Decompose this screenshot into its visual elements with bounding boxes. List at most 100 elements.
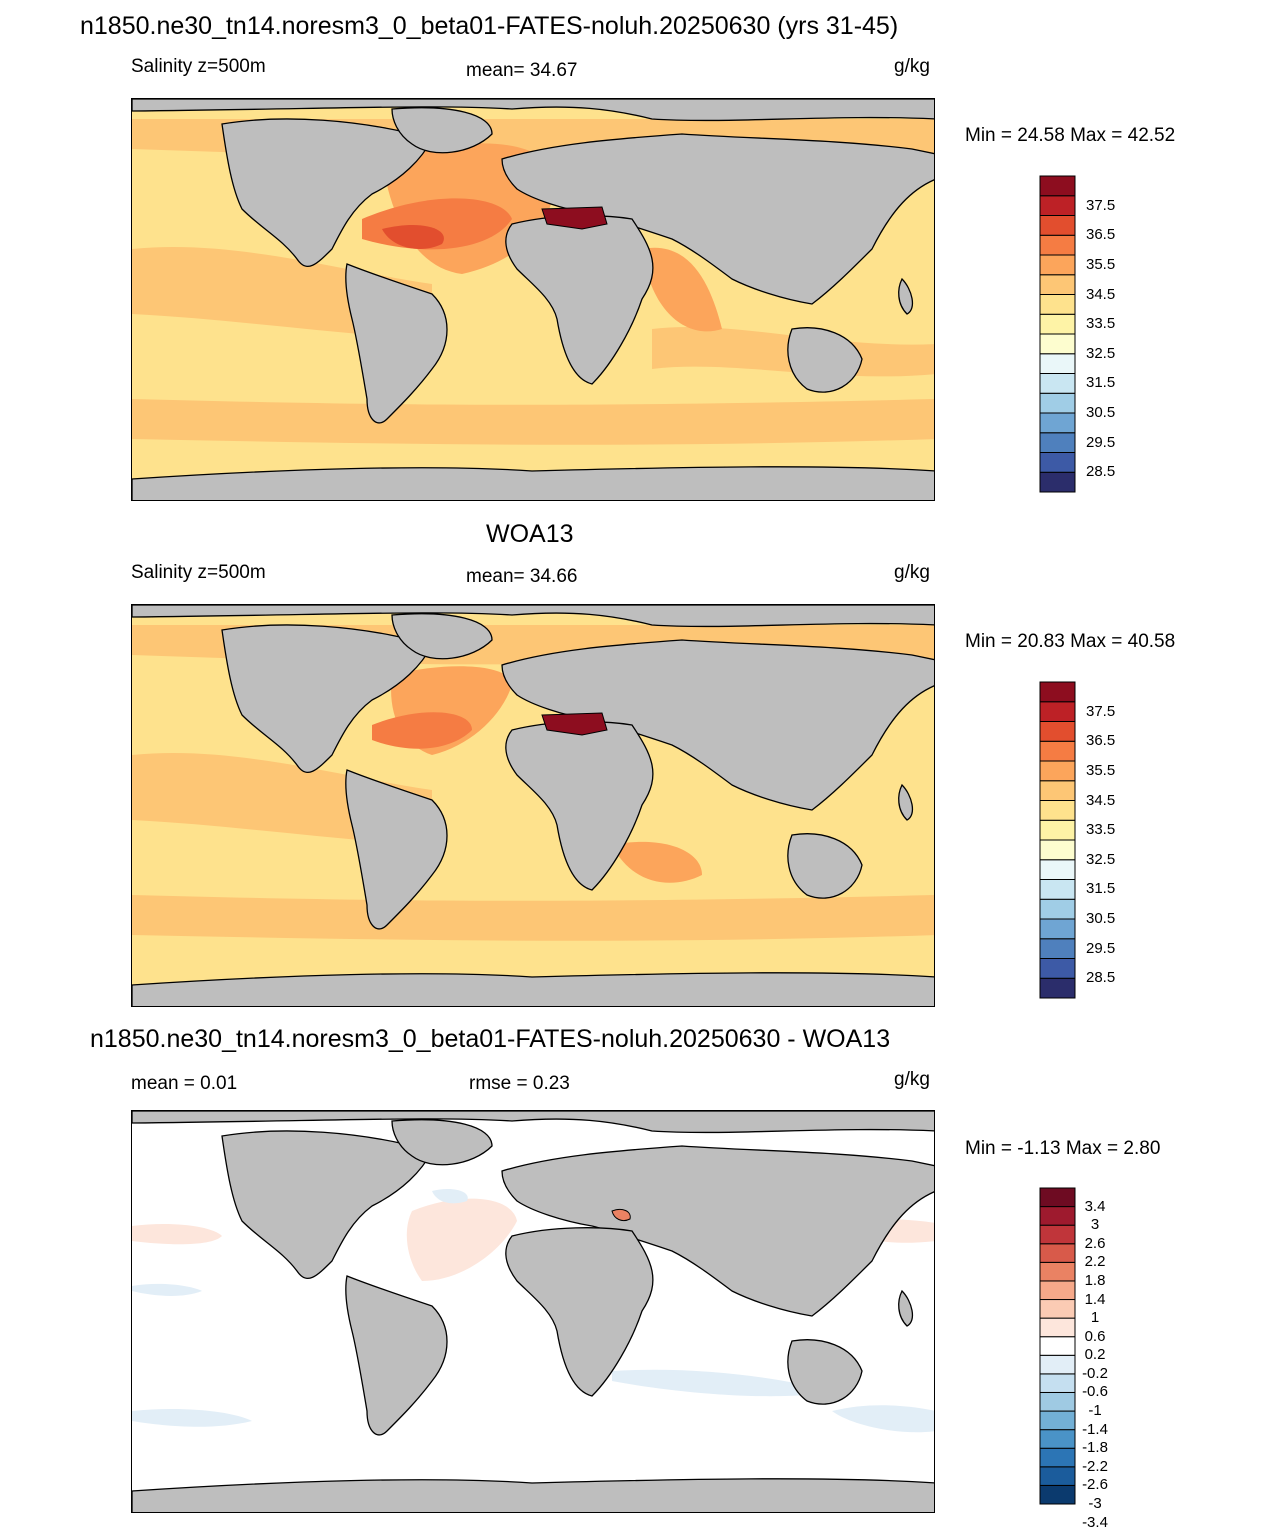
colorbar-tick-label: -2.6 — [1082, 1476, 1108, 1494]
colorbar-tick-label: -1.4 — [1082, 1420, 1108, 1438]
colorbar-box — [1039, 1261, 1076, 1282]
colorbar-tick-label: 35.5 — [1086, 255, 1116, 273]
panel-3-colorbar-svg — [1039, 1187, 1076, 1505]
colorbar-tick-label: 36.5 — [1086, 732, 1116, 750]
colorbar-tick-label: 1 — [1090, 1309, 1100, 1327]
colorbar-tick-label: 34.5 — [1086, 285, 1116, 303]
colorbar-box — [1039, 1373, 1076, 1393]
colorbar-box — [1039, 1447, 1076, 1468]
colorbar-box — [1039, 721, 1076, 742]
panel-2-minmax-label: Min = 20.83 Max = 40.58 — [965, 631, 1176, 652]
panel-2-title: WOA13 — [486, 520, 574, 548]
colorbar-box — [1039, 392, 1076, 414]
colorbar-box — [1039, 938, 1076, 959]
colorbar-tick-label: 37.5 — [1086, 196, 1116, 214]
colorbar-box — [1039, 859, 1076, 880]
colorbar-tick-label: 0.2 — [1084, 1346, 1106, 1364]
colorbar-tick-label: 29.5 — [1086, 939, 1116, 957]
colorbar-box — [1039, 1187, 1076, 1208]
panel-2-units-label: g/kg — [894, 562, 930, 583]
panel-3-minmax-label: Min = -1.13 Max = 2.80 — [965, 1138, 1161, 1159]
colorbar-tick-label: 1.8 — [1084, 1271, 1106, 1289]
colorbar-tick-label: -0.6 — [1082, 1383, 1108, 1401]
panel-1-map — [131, 98, 935, 501]
panel-2-variable-label: Salinity z=500m — [131, 562, 266, 583]
colorbar-tick-label: -3 — [1088, 1495, 1102, 1512]
colorbar-box — [1039, 701, 1076, 722]
colorbar-box — [1039, 432, 1076, 453]
panel-1-colorbar-svg — [1039, 175, 1076, 493]
colorbar-tick-label: -3.4 — [1082, 1513, 1108, 1531]
panel-1-colorbar — [1039, 175, 1076, 493]
colorbar-box — [1039, 977, 1076, 999]
panel-2-mean-label: mean= 34.66 — [466, 566, 578, 587]
colorbar-tick-label: 33.5 — [1086, 821, 1116, 839]
colorbar-box — [1039, 452, 1076, 473]
colorbar-box — [1039, 1317, 1076, 1338]
colorbar-tick-label: -1 — [1088, 1402, 1102, 1420]
colorbar-tick-label: 33.5 — [1086, 315, 1116, 333]
colorbar-box — [1039, 1299, 1076, 1319]
colorbar-tick-label: 30.5 — [1086, 404, 1116, 421]
colorbar-box — [1039, 471, 1076, 493]
colorbar-box — [1039, 215, 1076, 236]
colorbar-box — [1039, 1243, 1076, 1263]
colorbar-box — [1039, 1280, 1076, 1301]
colorbar-box — [1039, 333, 1076, 355]
colorbar-tick-label: 28.5 — [1086, 463, 1116, 481]
colorbar-box — [1039, 313, 1076, 335]
panel-3-rmse-label: rmse = 0.23 — [469, 1073, 570, 1094]
colorbar-tick-label: 2.2 — [1084, 1253, 1106, 1271]
panel-2-map — [131, 604, 935, 1007]
colorbar-box — [1039, 254, 1076, 276]
colorbar-box — [1039, 1354, 1076, 1375]
colorbar-box — [1039, 1466, 1076, 1486]
colorbar-box — [1039, 1429, 1076, 1449]
colorbar-box — [1039, 839, 1076, 861]
panel-1-variable-label: Salinity z=500m — [131, 56, 266, 77]
panel-3-map — [131, 1110, 935, 1513]
colorbar-tick-label: 32.5 — [1086, 850, 1116, 868]
panel-1-units-label: g/kg — [894, 56, 930, 77]
panel-3-title: n1850.ne30_tn14.noresm3_0_beta01-FATES-n… — [90, 1025, 891, 1053]
colorbar-box — [1039, 1410, 1076, 1431]
colorbar-box — [1039, 1336, 1076, 1356]
colorbar-tick-label: -2.2 — [1082, 1457, 1108, 1475]
colorbar-tick-label: 3.4 — [1084, 1197, 1106, 1215]
panel-2-colorbar-svg — [1039, 681, 1076, 999]
colorbar-box — [1039, 175, 1076, 197]
colorbar-box — [1039, 195, 1076, 216]
colorbar-tick-label: 32.5 — [1086, 344, 1116, 362]
panel-1-minmax-label: Min = 24.58 Max = 42.52 — [965, 125, 1176, 146]
colorbar-tick-label: -0.2 — [1082, 1364, 1108, 1382]
colorbar-tick-label: 3 — [1090, 1216, 1100, 1234]
colorbar-box — [1039, 740, 1076, 762]
colorbar-tick-label: 30.5 — [1086, 910, 1116, 927]
colorbar-tick-label: 35.5 — [1086, 761, 1116, 779]
colorbar-box — [1039, 234, 1076, 256]
colorbar-box — [1039, 681, 1076, 703]
colorbar-box — [1039, 1391, 1076, 1412]
colorbar-tick-label: 31.5 — [1086, 374, 1116, 392]
panel-3-units-label: g/kg — [894, 1069, 930, 1090]
colorbar-box — [1039, 373, 1076, 394]
colorbar-tick-label: -1.8 — [1082, 1439, 1108, 1457]
panel-3-colorbar — [1039, 1187, 1076, 1505]
colorbar-tick-label: 0.6 — [1084, 1327, 1106, 1345]
colorbar-box — [1039, 898, 1076, 920]
colorbar-box — [1039, 958, 1076, 979]
colorbar-box — [1039, 760, 1076, 782]
colorbar-box — [1039, 1206, 1076, 1226]
colorbar-box — [1039, 1484, 1076, 1505]
colorbar-tick-label: 29.5 — [1086, 433, 1116, 451]
colorbar-box — [1039, 780, 1076, 801]
colorbar-box — [1039, 294, 1076, 315]
colorbar-tick-label: 2.6 — [1084, 1234, 1106, 1252]
colorbar-tick-label: 31.5 — [1086, 880, 1116, 898]
colorbar-box — [1039, 274, 1076, 295]
colorbar-box — [1039, 1224, 1076, 1245]
colorbar-tick-label: 37.5 — [1086, 702, 1116, 720]
panel-1-title: n1850.ne30_tn14.noresm3_0_beta01-FATES-n… — [80, 12, 899, 40]
panel-2-colorbar — [1039, 681, 1076, 999]
colorbar-tick-label: 28.5 — [1086, 969, 1116, 987]
